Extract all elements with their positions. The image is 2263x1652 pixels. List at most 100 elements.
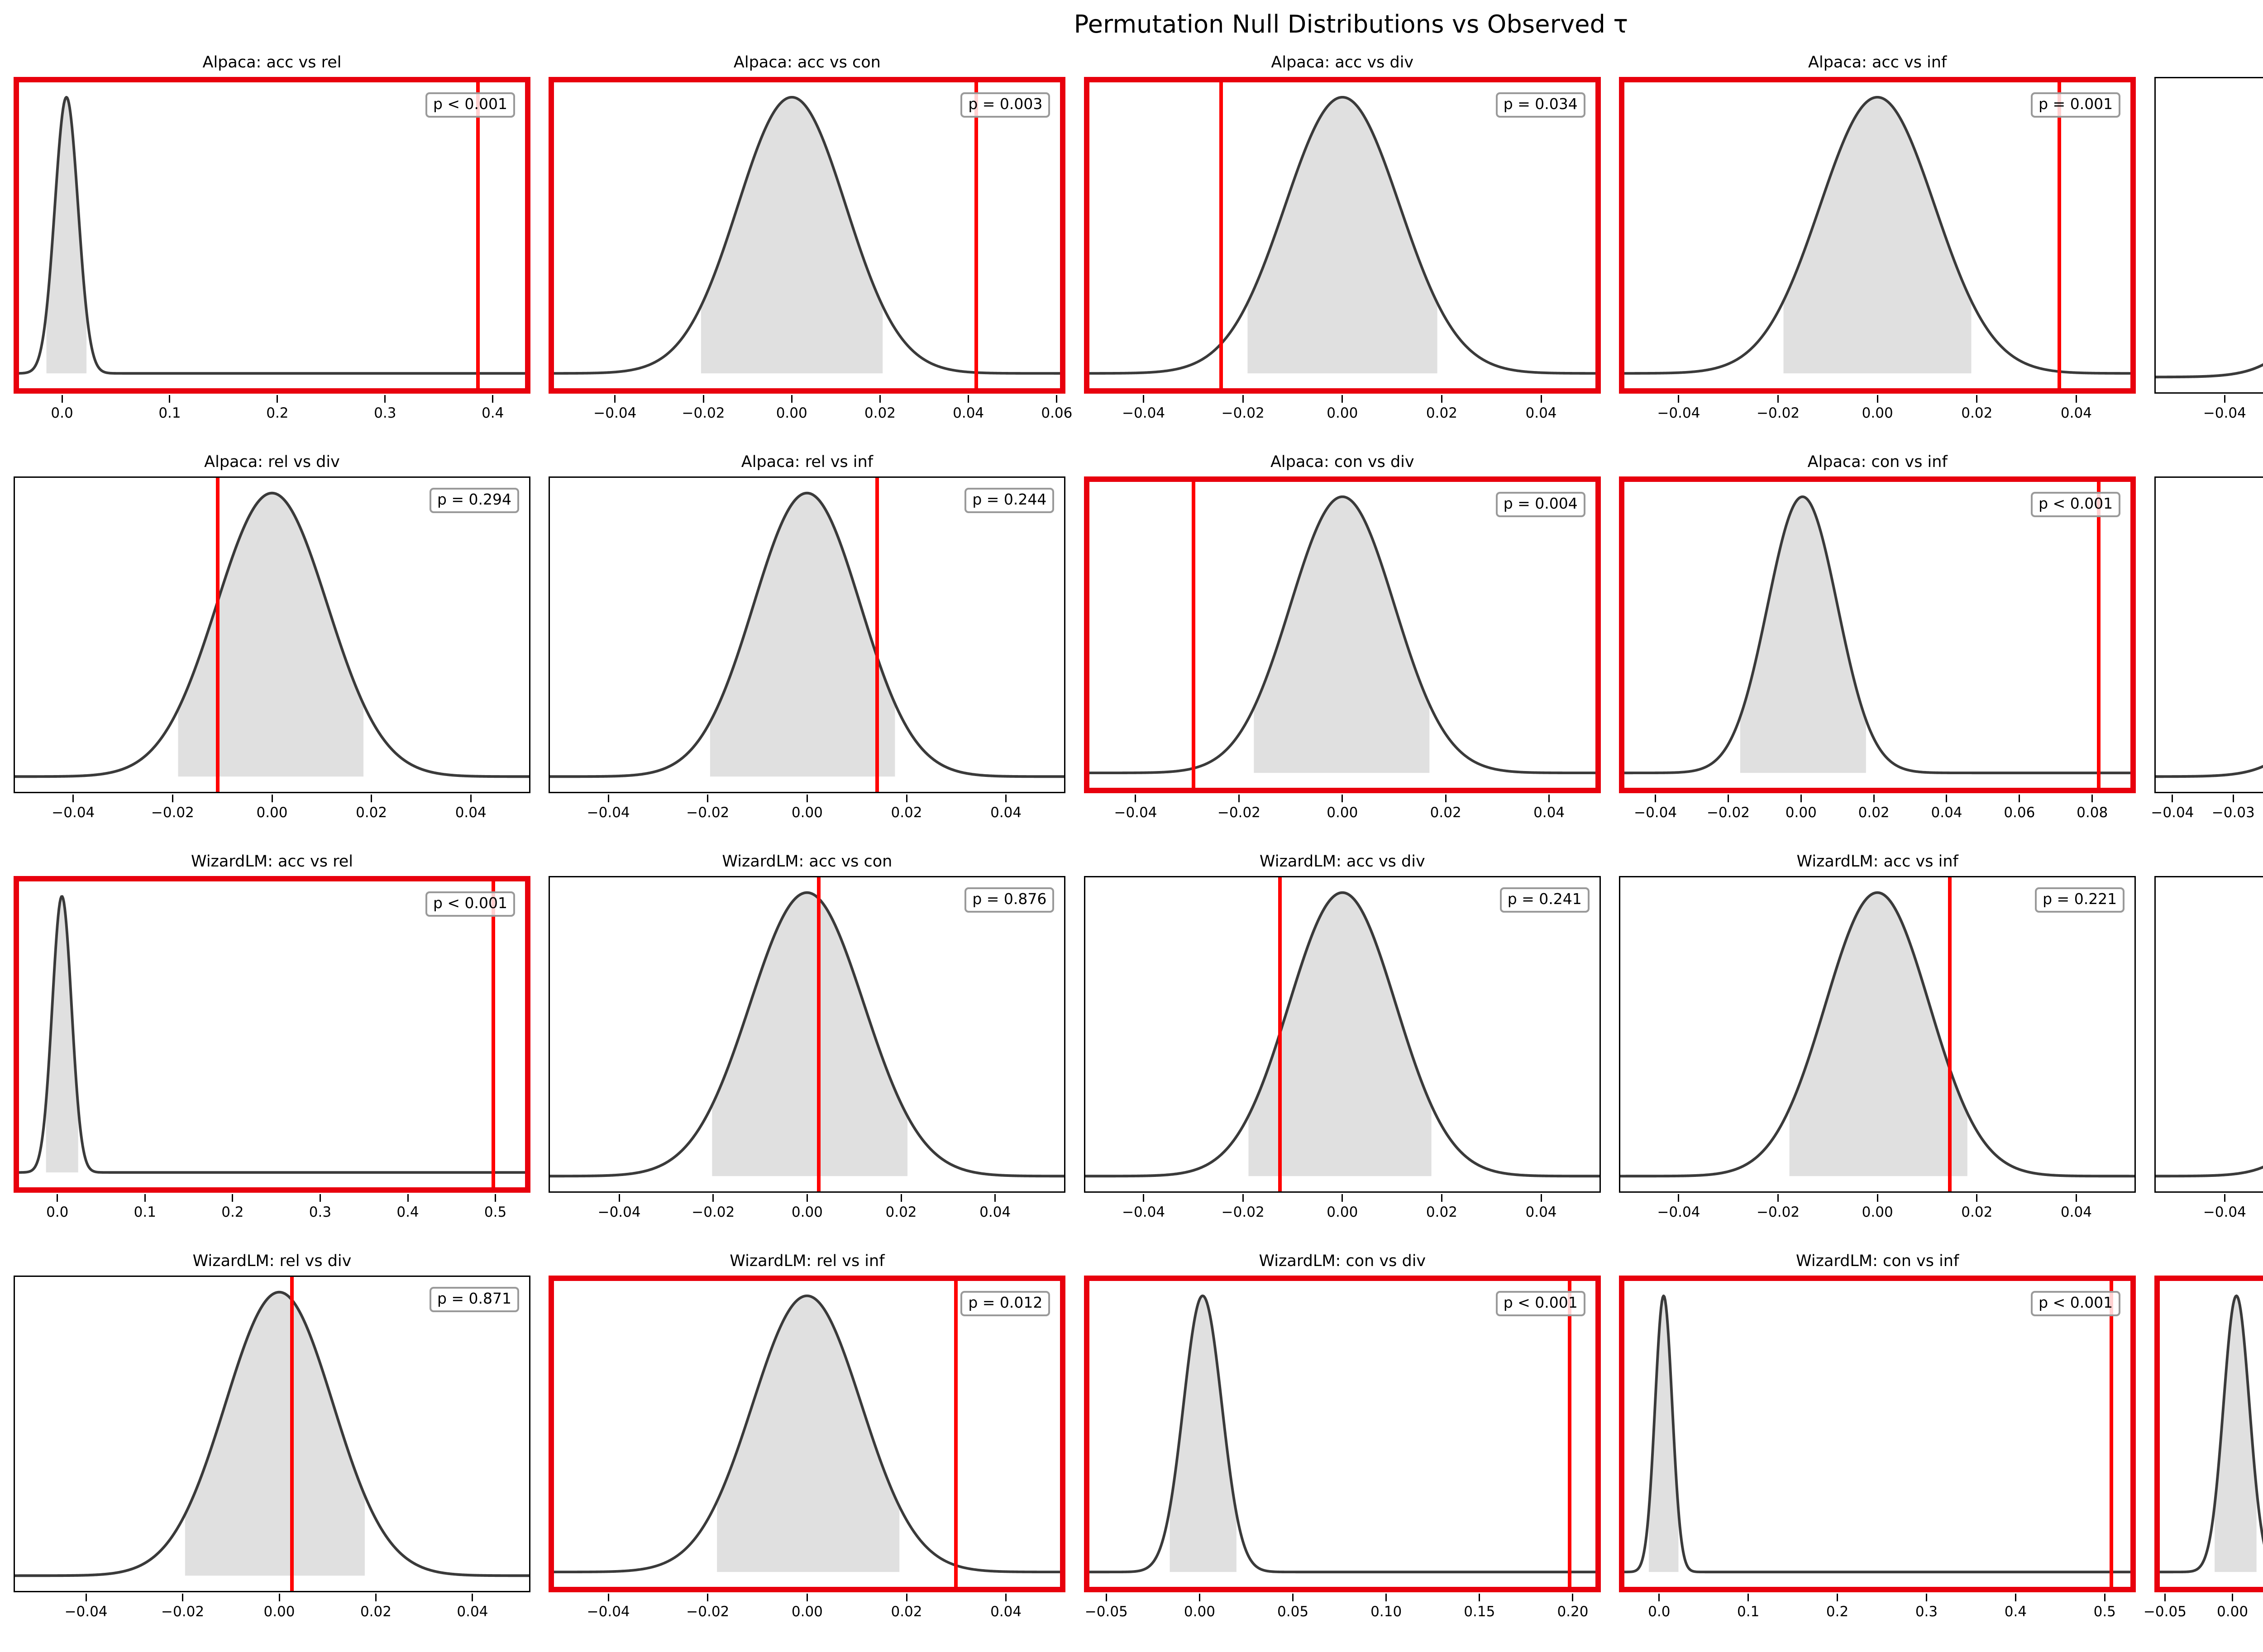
subplot-title: WizardLM: acc vs con xyxy=(722,852,893,871)
x-axis: −0.04−0.03−0.02−0.010.000.010.020.030.04 xyxy=(2151,795,2263,826)
x-axis: 0.0 0.1 0.2 0.3 0.4 0.5 xyxy=(14,1194,530,1226)
kde-density-curve xyxy=(2155,363,2263,379)
subplot-title: Alpaca: acc vs con xyxy=(733,53,881,71)
observed-tau-line xyxy=(2097,482,2101,788)
x-axis-tick xyxy=(1540,395,1542,403)
x-axis-tick-label: 0.5 xyxy=(2093,1604,2116,1620)
x-axis-tick-label: 0.04 xyxy=(990,805,1022,821)
x-axis-tick-label: 0.2 xyxy=(266,405,289,421)
p-value-badge: p = 0.294 xyxy=(429,488,519,513)
p-value-badge: p = 0.871 xyxy=(429,1287,519,1312)
x-axis-tick-label: −0.02 xyxy=(686,805,730,821)
p-value-badge: p < 0.001 xyxy=(425,891,515,917)
x-axis-tick-label: 0.3 xyxy=(374,405,396,421)
x-axis-tick-label: −0.02 xyxy=(1221,405,1265,421)
x-axis-tick-label: 0.06 xyxy=(1041,405,1073,421)
x-axis-tick-label: 0.3 xyxy=(1915,1604,1938,1620)
subplot-title: WizardLM: acc vs div xyxy=(1259,852,1425,871)
null-interval-shading xyxy=(46,97,87,374)
x-axis-tick xyxy=(271,795,273,802)
x-axis-tick xyxy=(2075,395,2077,403)
x-axis-tick-label: 0.1 xyxy=(1737,1604,1760,1620)
x-axis-tick-label: −0.04 xyxy=(1657,1204,1700,1220)
x-axis-tick-label: 0.2 xyxy=(221,1204,244,1220)
x-axis-tick xyxy=(1777,1194,1779,1202)
x-axis-tick xyxy=(472,1594,473,1601)
x-axis-tick xyxy=(806,1194,808,1202)
kde-density-curve xyxy=(15,491,529,778)
x-axis-tick-label: 0.15 xyxy=(1464,1604,1495,1620)
kde-density-curve xyxy=(15,1290,529,1577)
x-axis-tick-label: 0.00 xyxy=(791,1204,823,1220)
x-axis-tick-label: −0.04 xyxy=(1657,405,1700,421)
observed-tau-line xyxy=(974,82,978,388)
null-interval-shading xyxy=(1248,892,1432,1176)
subplot-panel: WizardLM: con vs inf p < 0.001 0.0 0.1 0.2 0.… xyxy=(1619,1252,2136,1633)
kde-density-curve xyxy=(2155,765,2263,778)
null-interval-shading xyxy=(185,1292,365,1576)
subplot-axes: p = 0.012 xyxy=(549,1276,1066,1592)
x-axis-tick-label: 0.02 xyxy=(891,1604,922,1620)
x-axis-tick-label: 0.00 xyxy=(2217,1604,2249,1620)
subplot-axes: p < 0.001 xyxy=(14,77,530,394)
x-axis-tick xyxy=(232,1194,234,1202)
x-axis-tick xyxy=(2232,1594,2234,1601)
x-axis-tick xyxy=(72,795,74,802)
density-line xyxy=(19,895,525,1174)
x-axis-tick-label: 0.00 xyxy=(1327,405,1358,421)
x-axis-tick-label: 0.02 xyxy=(1426,1204,1457,1220)
subplot-axes: p = 0.034 xyxy=(1084,77,1601,394)
x-axis-tick xyxy=(1385,1594,1387,1601)
kde-density-curve xyxy=(1085,891,1599,1178)
subplot-axes: p = 0.948 xyxy=(2154,77,2263,394)
x-axis-tick xyxy=(618,1194,620,1202)
subplot-panel: WizardLM: acc vs div p = 0.241 −0.04 −0.02 0… xyxy=(1084,852,1601,1233)
subplot-panel: Alpaca: acc vs inf p = 0.001 −0.04 −0.02 0.0… xyxy=(1619,53,2136,434)
x-axis-tick xyxy=(614,395,616,403)
x-axis-tick-label: 0.04 xyxy=(1525,1204,1557,1220)
x-axis-tick xyxy=(1976,395,1978,403)
x-axis-tick xyxy=(968,395,969,403)
subplot-title: Alpaca: div vs inf xyxy=(2154,453,2263,471)
x-axis-tick xyxy=(1242,395,1244,403)
p-value-badge: p = 0.012 xyxy=(960,1291,1050,1316)
x-axis-tick xyxy=(470,795,472,802)
subplot-panel: WizardLM: acc vs rel p < 0.001 0.0 0.1 0.2 0.… xyxy=(14,852,530,1233)
x-axis-tick xyxy=(2104,1594,2105,1601)
x-axis-tick xyxy=(1342,1194,1343,1202)
x-axis-tick xyxy=(371,795,372,802)
x-axis-tick xyxy=(1292,1594,1294,1601)
x-axis-tick-label: 0.1 xyxy=(158,405,181,421)
observed-tau-line xyxy=(817,877,821,1191)
subplot-title: WizardLM: rel vs con xyxy=(2154,852,2263,871)
x-axis-tick xyxy=(1143,1194,1145,1202)
subplot-title: Alpaca: acc vs inf xyxy=(1808,53,1947,71)
x-axis: −0.04 −0.02 0.00 0.02 0.04 0.06 xyxy=(549,395,1072,427)
observed-tau-line xyxy=(1948,877,1952,1191)
subplot-title: Alpaca: con vs div xyxy=(1270,453,1414,471)
x-axis-tick xyxy=(1876,1194,1878,1202)
x-axis: −0.05 0.00 0.05 0.10 0.15 0.20 xyxy=(1084,1594,1601,1625)
x-axis-tick xyxy=(1105,1594,1107,1601)
subplot-title: WizardLM: con vs inf xyxy=(1796,1252,1959,1270)
x-axis-tick-label: 0.04 xyxy=(455,805,487,821)
subplot-panel: Alpaca: con vs div p = 0.004 −0.04 −0.02 0.0… xyxy=(1084,453,1601,834)
x-axis-tick-label: 0.02 xyxy=(1858,805,1890,821)
kde-density-curve xyxy=(1620,891,2135,1178)
observed-tau-line xyxy=(476,82,480,388)
x-axis-tick xyxy=(2091,795,2093,802)
x-axis-tick xyxy=(1238,795,1240,802)
x-axis: −0.04−0.020.000.020.04 xyxy=(2154,1194,2263,1226)
x-axis-tick-label: 0.02 xyxy=(1961,1204,1993,1220)
p-value-badge: p = 0.004 xyxy=(1495,492,1585,517)
x-axis-tick xyxy=(495,1194,497,1202)
x-axis-tick xyxy=(172,795,173,802)
x-axis-tick-label: −0.02 xyxy=(686,1604,730,1620)
x-axis-tick xyxy=(1777,395,1779,403)
